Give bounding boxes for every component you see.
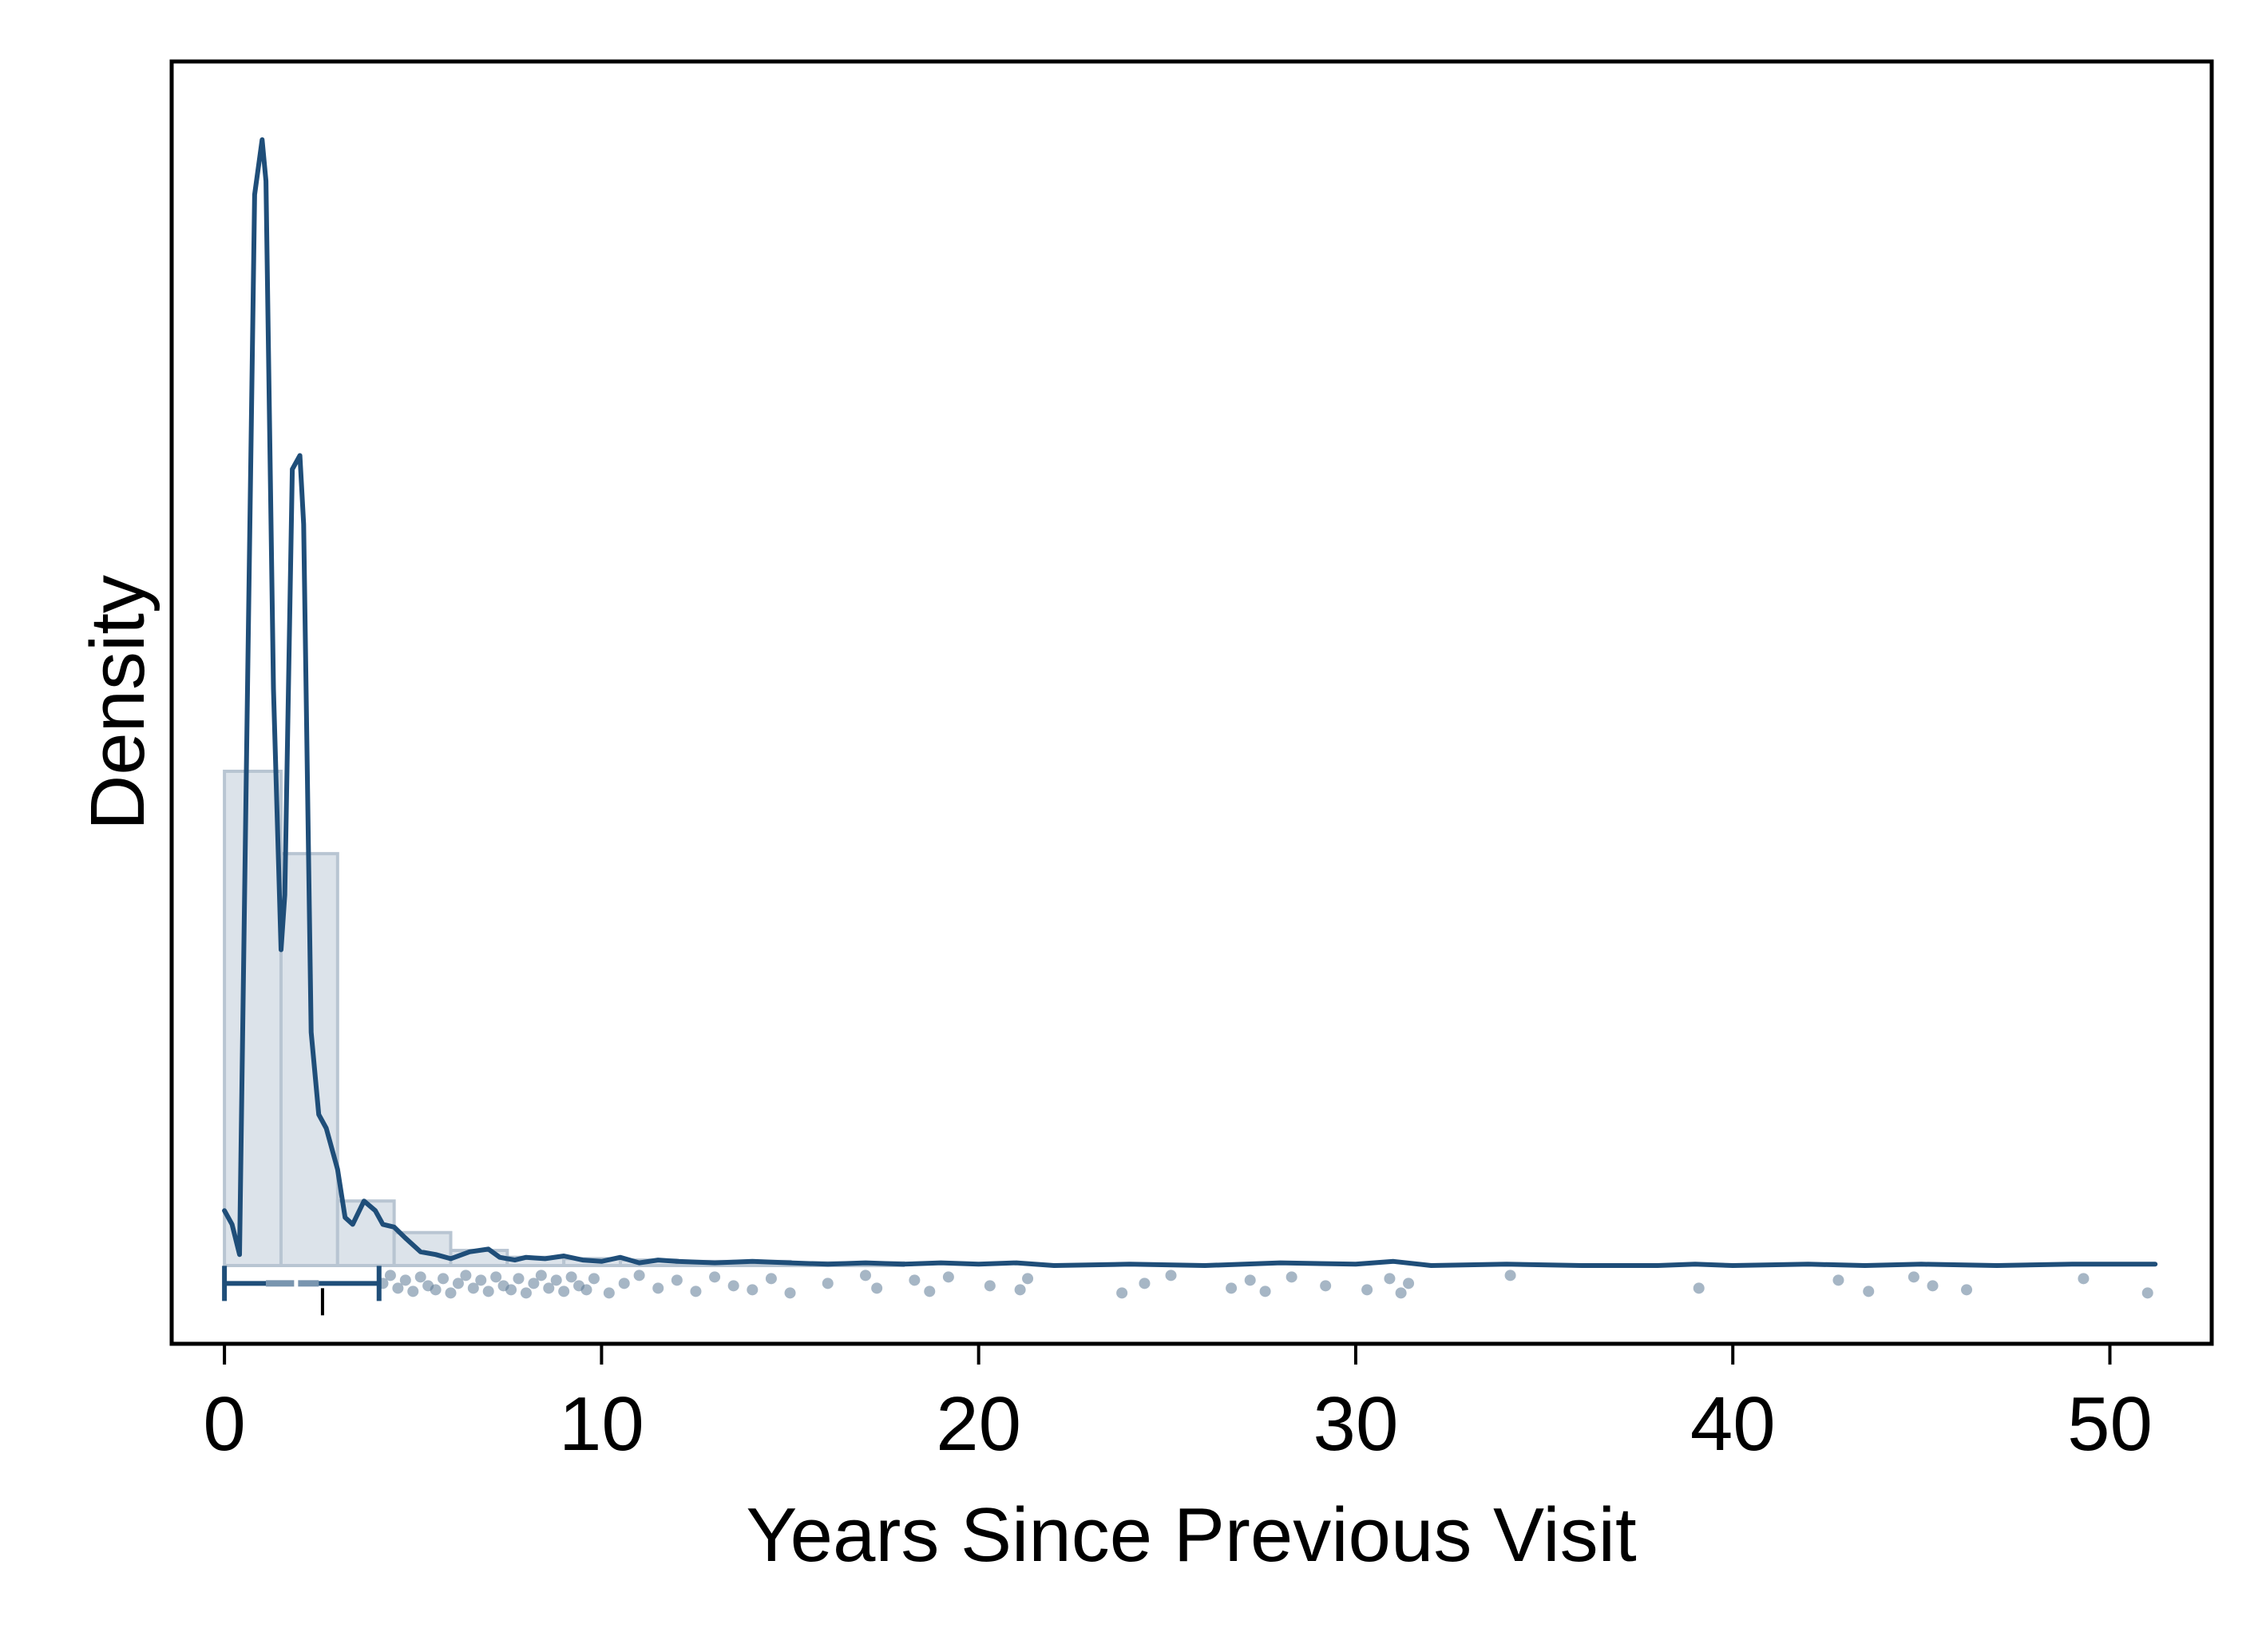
outlier-point-33 [671, 1274, 683, 1286]
outlier-point-5 [414, 1271, 426, 1283]
outlier-point-21 [535, 1270, 547, 1282]
outlier-point-9 [445, 1287, 457, 1299]
outlier-point-56 [1320, 1280, 1332, 1292]
outlier-point-1 [384, 1270, 396, 1282]
x-tick-label-50: 50 [2067, 1381, 2153, 1467]
outlier-point-39 [784, 1287, 796, 1299]
outlier-point-63 [1832, 1274, 1844, 1286]
outlier-point-42 [871, 1282, 883, 1294]
outlier-point-50 [1139, 1278, 1151, 1290]
outlier-point-7 [430, 1284, 442, 1296]
outlier-point-10 [452, 1278, 464, 1290]
outlier-point-41 [859, 1270, 871, 1282]
outlier-points [377, 1270, 2153, 1299]
outlier-point-54 [1259, 1286, 1271, 1297]
x-tick-label-20: 20 [936, 1381, 1021, 1467]
outlier-point-11 [460, 1270, 472, 1282]
outlier-point-45 [942, 1271, 954, 1283]
outlier-point-57 [1361, 1284, 1373, 1296]
outlier-point-8 [438, 1273, 450, 1285]
outlier-point-34 [690, 1286, 702, 1297]
outlier-point-44 [924, 1286, 936, 1297]
outlier-point-36 [727, 1280, 739, 1292]
outlier-point-17 [505, 1284, 517, 1296]
outlier-point-66 [1927, 1280, 1939, 1292]
outlier-point-38 [765, 1273, 777, 1285]
outlier-point-20 [528, 1278, 540, 1290]
plot-frame [169, 59, 2214, 1346]
outlier-point-24 [558, 1286, 570, 1297]
outlier-point-18 [513, 1273, 525, 1285]
y-axis-label: Density [75, 575, 160, 830]
outlier-point-48 [1022, 1273, 1034, 1285]
outlier-point-49 [1116, 1287, 1128, 1299]
outlier-point-30 [618, 1278, 630, 1290]
outlier-point-14 [482, 1286, 494, 1297]
outlier-point-61 [1504, 1270, 1516, 1282]
outlier-point-59 [1395, 1287, 1407, 1299]
outlier-point-60 [1403, 1278, 1415, 1290]
outlier-point-58 [1384, 1273, 1396, 1285]
outlier-point-22 [543, 1282, 555, 1294]
outlier-point-53 [1244, 1274, 1256, 1286]
outlier-point-28 [588, 1273, 600, 1285]
outlier-point-25 [565, 1271, 577, 1283]
outlier-point-40 [822, 1278, 834, 1290]
boxplot [222, 1266, 382, 1316]
outlier-point-31 [633, 1270, 645, 1282]
x-tick-label-0: 0 [203, 1381, 245, 1467]
outlier-point-69 [2141, 1287, 2153, 1299]
outlier-point-67 [1961, 1284, 1973, 1296]
outlier-point-52 [1226, 1282, 1238, 1294]
outlier-point-37 [747, 1284, 759, 1296]
x-tick-label-10: 10 [559, 1381, 644, 1467]
outlier-point-4 [407, 1286, 419, 1297]
outlier-point-64 [1863, 1286, 1875, 1297]
density-curve-group [222, 137, 2158, 1268]
outlier-point-13 [475, 1274, 487, 1286]
outlier-point-68 [2078, 1273, 2090, 1285]
outlier-point-3 [399, 1274, 411, 1286]
boxplot-box [266, 1280, 319, 1287]
outlier-point-2 [392, 1282, 404, 1294]
x-axis-label: Years Since Previous Visit [746, 1492, 1636, 1578]
density-curve [222, 137, 2158, 1268]
x-tick-label-30: 30 [1313, 1381, 1399, 1467]
outlier-point-23 [550, 1274, 562, 1286]
outlier-point-27 [580, 1284, 592, 1296]
outlier-point-43 [909, 1274, 921, 1286]
outlier-point-19 [520, 1287, 532, 1299]
outlier-point-15 [490, 1271, 502, 1283]
outlier-point-35 [709, 1271, 721, 1283]
outlier-point-46 [984, 1280, 996, 1292]
outlier-point-47 [1014, 1284, 1026, 1296]
outlier-point-29 [603, 1287, 615, 1299]
x-tick-label-40: 40 [1690, 1381, 1776, 1467]
outlier-point-32 [652, 1282, 664, 1294]
x-axis-ticks: 0 10 20 30 40 50 [203, 1344, 2153, 1467]
outlier-point-12 [467, 1282, 479, 1294]
outlier-point-62 [1693, 1282, 1705, 1294]
histogram-bar-0 [223, 769, 283, 1267]
outlier-point-65 [1907, 1271, 1919, 1283]
outlier-point-55 [1286, 1271, 1297, 1283]
outlier-point-51 [1165, 1270, 1177, 1282]
